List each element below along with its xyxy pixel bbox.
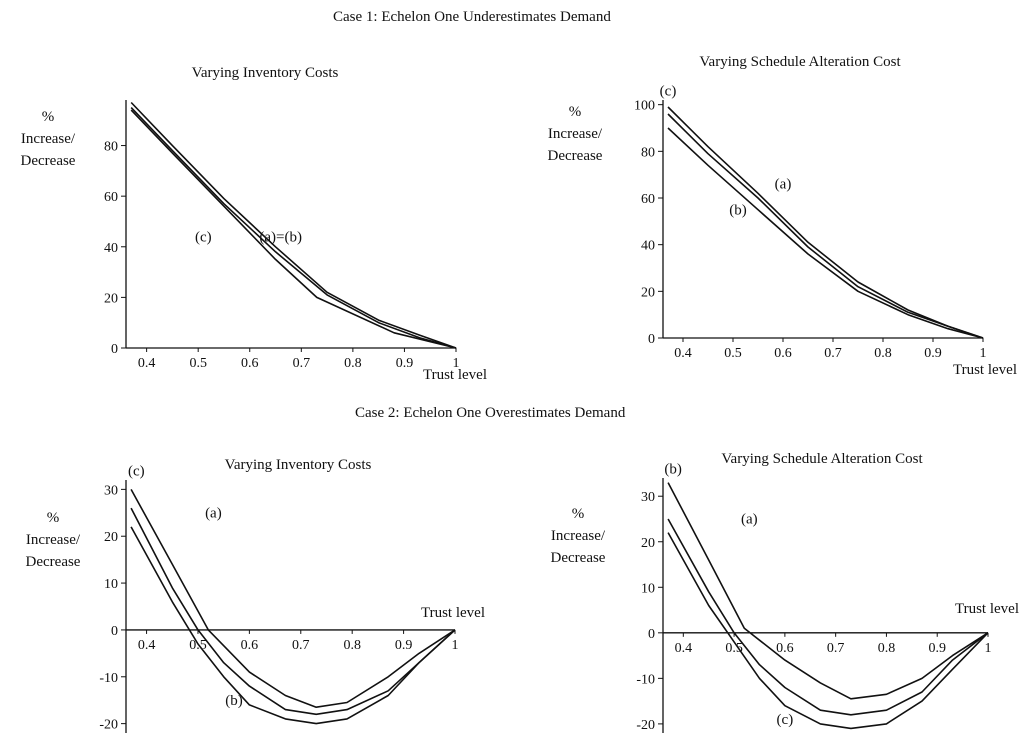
y-tick-label: 100 xyxy=(634,99,655,114)
y-tick-label: 30 xyxy=(104,483,118,498)
series-line-3 xyxy=(130,526,456,725)
x-tick-label: 0.7 xyxy=(293,356,311,371)
x-tick-label: 0.6 xyxy=(774,346,792,361)
y-tick-label: 60 xyxy=(641,192,655,207)
y-axis-label: Decrease xyxy=(21,153,76,169)
x-tick-label: 0.8 xyxy=(343,638,361,653)
series-line-2 xyxy=(130,107,457,349)
x-tick-label: 0.7 xyxy=(827,641,845,656)
x-tick-label: 0.9 xyxy=(928,641,946,656)
y-tick-label: -10 xyxy=(636,672,655,687)
y-tick-label: 80 xyxy=(104,140,118,155)
x-tick-label: 0.4 xyxy=(675,641,693,656)
x-tick-label: 0.8 xyxy=(874,346,892,361)
y-tick-label: -20 xyxy=(636,718,655,733)
x-tick-label: 1 xyxy=(452,638,459,653)
x-axis-label: Trust level xyxy=(953,362,1017,378)
y-axis-label: Decrease xyxy=(26,554,81,570)
y-axis-label: Increase/ xyxy=(551,528,606,544)
x-tick-label: 0.7 xyxy=(824,346,842,361)
series-line-2 xyxy=(130,507,456,716)
chart-title: Varying Schedule Alteration Cost xyxy=(721,451,923,467)
y-tick-label: 0 xyxy=(111,342,118,357)
y-tick-label: 80 xyxy=(641,145,655,160)
x-tick-label: 0.4 xyxy=(138,356,156,371)
x-axis-label: Trust level xyxy=(423,367,487,383)
series-line-3 xyxy=(667,127,984,339)
x-tick-label: 0.5 xyxy=(725,641,743,656)
x-axis-label: Trust level xyxy=(955,601,1019,617)
series-line-1 xyxy=(130,489,456,709)
y-tick-label: 60 xyxy=(104,190,118,205)
x-tick-label: 0.6 xyxy=(241,356,259,371)
series-annotation: (a) xyxy=(205,505,222,521)
x-axis-label: Trust level xyxy=(421,605,485,621)
y-tick-label: 0 xyxy=(648,332,655,347)
x-tick-label: 0.9 xyxy=(395,638,413,653)
series-line-1 xyxy=(667,482,989,700)
y-tick-label: 40 xyxy=(641,239,655,254)
series-annotation: (b) xyxy=(729,202,747,218)
series-annotation: (b) xyxy=(664,461,682,477)
chart-title: Varying Schedule Alteration Cost xyxy=(699,54,901,70)
x-tick-label: 0.4 xyxy=(138,638,156,653)
series-annotation: (b) xyxy=(225,693,243,709)
x-tick-label: 0.6 xyxy=(241,638,259,653)
y-tick-label: 20 xyxy=(104,530,118,545)
y-axis-label: % xyxy=(572,506,585,522)
y-tick-label: 30 xyxy=(641,490,655,505)
series-line-1 xyxy=(130,101,457,349)
y-tick-label: 10 xyxy=(104,577,118,592)
series-annotation: (c) xyxy=(777,712,794,728)
y-tick-label: -10 xyxy=(99,671,118,686)
y-axis-label: Increase/ xyxy=(26,532,81,548)
case2-title: Case 2: Echelon One Overestimates Demand xyxy=(355,405,626,421)
series-line-3 xyxy=(667,532,989,730)
series-annotation: (a) xyxy=(775,177,792,193)
y-axis-label: % xyxy=(569,104,582,120)
x-tick-label: 1 xyxy=(980,346,987,361)
x-tick-label: 0.9 xyxy=(924,346,942,361)
y-axis-label: % xyxy=(42,109,55,125)
y-axis-label: Increase/ xyxy=(21,131,76,147)
y-tick-label: 10 xyxy=(641,581,655,596)
y-axis-label: Increase/ xyxy=(548,126,603,142)
y-tick-label: 40 xyxy=(104,241,118,256)
series-line-2 xyxy=(667,518,989,716)
y-tick-label: 20 xyxy=(104,291,118,306)
x-tick-label: 0.4 xyxy=(674,346,692,361)
series-line-3 xyxy=(130,109,457,349)
x-tick-label: 1 xyxy=(453,356,460,371)
y-axis-label: Decrease xyxy=(551,550,606,566)
y-tick-label: -20 xyxy=(99,718,118,733)
series-annotation: (c) xyxy=(195,230,212,246)
y-axis-label: % xyxy=(47,510,60,526)
y-tick-label: 20 xyxy=(641,536,655,551)
y-tick-label: 0 xyxy=(111,624,118,639)
series-annotation: (c) xyxy=(128,463,145,479)
y-tick-label: 0 xyxy=(648,627,655,642)
series-annotation: (a) xyxy=(741,512,758,528)
y-tick-label: 20 xyxy=(641,285,655,300)
x-tick-label: 0.7 xyxy=(292,638,310,653)
x-tick-label: 0.8 xyxy=(344,356,362,371)
y-axis-label: Decrease xyxy=(548,148,603,164)
series-line-2 xyxy=(667,113,984,339)
x-tick-label: 0.6 xyxy=(776,641,794,656)
x-tick-label: 1 xyxy=(985,641,992,656)
x-tick-label: 0.9 xyxy=(396,356,414,371)
chart-title: Varying Inventory Costs xyxy=(192,65,339,81)
x-tick-label: 0.5 xyxy=(724,346,742,361)
series-annotation: (a)=(b) xyxy=(259,230,302,246)
chart-title: Varying Inventory Costs xyxy=(225,457,372,473)
x-tick-label: 0.8 xyxy=(878,641,896,656)
x-tick-label: 0.5 xyxy=(189,356,207,371)
series-annotation: (c) xyxy=(660,83,677,99)
case1-title: Case 1: Echelon One Underestimates Deman… xyxy=(333,9,611,25)
